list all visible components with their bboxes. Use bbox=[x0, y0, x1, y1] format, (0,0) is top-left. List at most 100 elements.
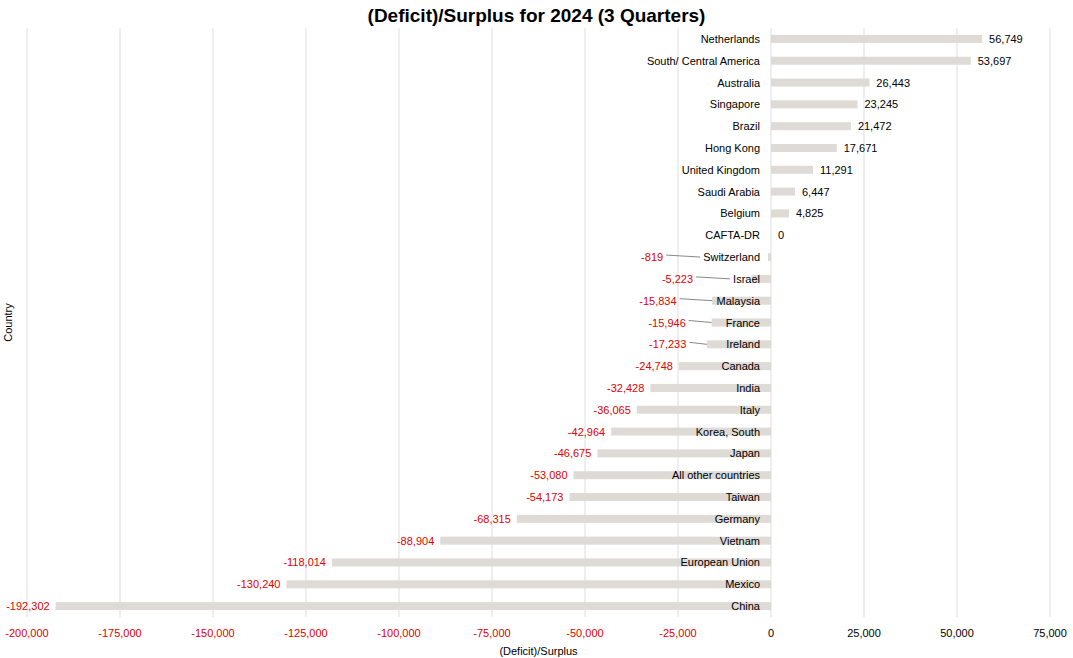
tick-label: 75,000 bbox=[1033, 627, 1067, 639]
category-label: Korea, South bbox=[696, 426, 760, 438]
bar bbox=[768, 253, 771, 261]
grid-line bbox=[306, 28, 307, 617]
data-label: 17,671 bbox=[844, 142, 878, 154]
labels: Netherlands56,749South/ Central America5… bbox=[6, 33, 1023, 612]
tick-label: -150,000 bbox=[191, 627, 234, 639]
category-label: All other countries bbox=[672, 469, 761, 481]
category-label: Vietnam bbox=[720, 535, 760, 547]
grid-line bbox=[1050, 28, 1051, 617]
leader-line bbox=[680, 299, 713, 301]
tick-label: -125,000 bbox=[284, 627, 327, 639]
tick-label: -175,000 bbox=[98, 627, 141, 639]
data-label: -17,233 bbox=[649, 338, 686, 350]
data-label: 4,825 bbox=[796, 207, 824, 219]
bar bbox=[771, 35, 982, 43]
category-label: Ireland bbox=[726, 338, 760, 350]
category-label: Hong Kong bbox=[705, 142, 760, 154]
data-label: 6,447 bbox=[802, 186, 830, 198]
grid-line bbox=[957, 28, 958, 617]
grid-line bbox=[27, 28, 28, 617]
grid bbox=[27, 28, 1050, 617]
bar bbox=[771, 100, 857, 108]
bar bbox=[771, 209, 789, 217]
category-label: United Kingdom bbox=[682, 164, 760, 176]
data-label: -32,428 bbox=[607, 382, 644, 394]
data-label: 56,749 bbox=[989, 33, 1023, 45]
category-label: China bbox=[731, 600, 761, 612]
data-label: -46,675 bbox=[554, 447, 591, 459]
data-label: -54,173 bbox=[526, 491, 563, 503]
data-label: -15,946 bbox=[648, 317, 685, 329]
leader-line bbox=[666, 255, 700, 257]
data-label: -53,080 bbox=[530, 469, 567, 481]
data-label: -15,834 bbox=[639, 295, 676, 307]
data-label: 23,245 bbox=[864, 98, 898, 110]
category-label: Singapore bbox=[710, 98, 760, 110]
tick-label: 25,000 bbox=[847, 627, 881, 639]
tick-label: 50,000 bbox=[940, 627, 974, 639]
grid-line bbox=[213, 28, 214, 617]
bar bbox=[771, 144, 837, 152]
category-label: Belgium bbox=[720, 207, 760, 219]
data-label: -88,904 bbox=[397, 535, 434, 547]
bar bbox=[771, 57, 971, 65]
category-label: Switzerland bbox=[703, 251, 760, 263]
tick-label: -75,000 bbox=[473, 627, 510, 639]
category-label: Australia bbox=[717, 77, 761, 89]
category-label: Canada bbox=[721, 360, 760, 372]
bar bbox=[771, 231, 772, 239]
data-label: -36,065 bbox=[594, 404, 631, 416]
data-label: 21,472 bbox=[858, 120, 892, 132]
data-label: -819 bbox=[641, 251, 663, 263]
tick-label: -25,000 bbox=[659, 627, 696, 639]
grid-line bbox=[864, 28, 865, 617]
grid-line bbox=[399, 28, 400, 617]
title: (Deficit)/Surplus for 2024 (3 Quarters) bbox=[368, 5, 706, 26]
data-label: 11,291 bbox=[820, 164, 853, 176]
data-label: -24,748 bbox=[636, 360, 673, 372]
bar bbox=[771, 188, 795, 196]
data-label: -130,240 bbox=[237, 578, 280, 590]
category-label: Taiwan bbox=[726, 491, 760, 503]
data-label: -192,302 bbox=[6, 600, 49, 612]
leader-line bbox=[696, 277, 730, 279]
grid-line bbox=[120, 28, 121, 617]
category-label: Israel bbox=[733, 273, 760, 285]
bar bbox=[56, 602, 771, 610]
data-label: 0 bbox=[778, 229, 784, 241]
category-label: Germany bbox=[715, 513, 761, 525]
category-label: Brazil bbox=[732, 120, 760, 132]
category-label: Japan bbox=[730, 447, 760, 459]
leader-line bbox=[689, 342, 707, 344]
y-axis-label: Country bbox=[2, 303, 14, 342]
bar bbox=[771, 122, 851, 130]
data-label: 26,443 bbox=[876, 77, 910, 89]
tick-label: 0 bbox=[768, 627, 774, 639]
data-label: -68,315 bbox=[474, 513, 511, 525]
bar bbox=[287, 580, 771, 588]
category-label: Saudi Arabia bbox=[698, 186, 761, 198]
tick-label: -100,000 bbox=[377, 627, 420, 639]
tick-label: -50,000 bbox=[566, 627, 603, 639]
category-label: South/ Central America bbox=[647, 55, 761, 67]
data-label: -118,014 bbox=[283, 556, 326, 568]
bar bbox=[771, 166, 813, 174]
category-label: Italy bbox=[740, 404, 761, 416]
category-label: Mexico bbox=[725, 578, 760, 590]
tick-label: -200,000 bbox=[5, 627, 48, 639]
category-label: Malaysia bbox=[717, 295, 761, 307]
bars bbox=[56, 35, 982, 610]
data-label: 53,697 bbox=[978, 55, 1012, 67]
leader-line bbox=[689, 321, 712, 323]
x-axis-label: (Deficit)/Surplus bbox=[499, 645, 578, 657]
category-label: France bbox=[726, 317, 760, 329]
category-label: European Union bbox=[680, 556, 760, 568]
chart: -200,000 -175,000 -150,000 -125,000 -100,000… bbox=[0, 0, 1073, 658]
grid-line bbox=[492, 28, 493, 617]
category-label: CAFTA-DR bbox=[705, 229, 760, 241]
data-label: -5,223 bbox=[662, 273, 693, 285]
bar bbox=[771, 79, 869, 87]
data-label: -42,964 bbox=[568, 426, 605, 438]
grid-line bbox=[585, 28, 586, 617]
category-label: India bbox=[736, 382, 761, 394]
